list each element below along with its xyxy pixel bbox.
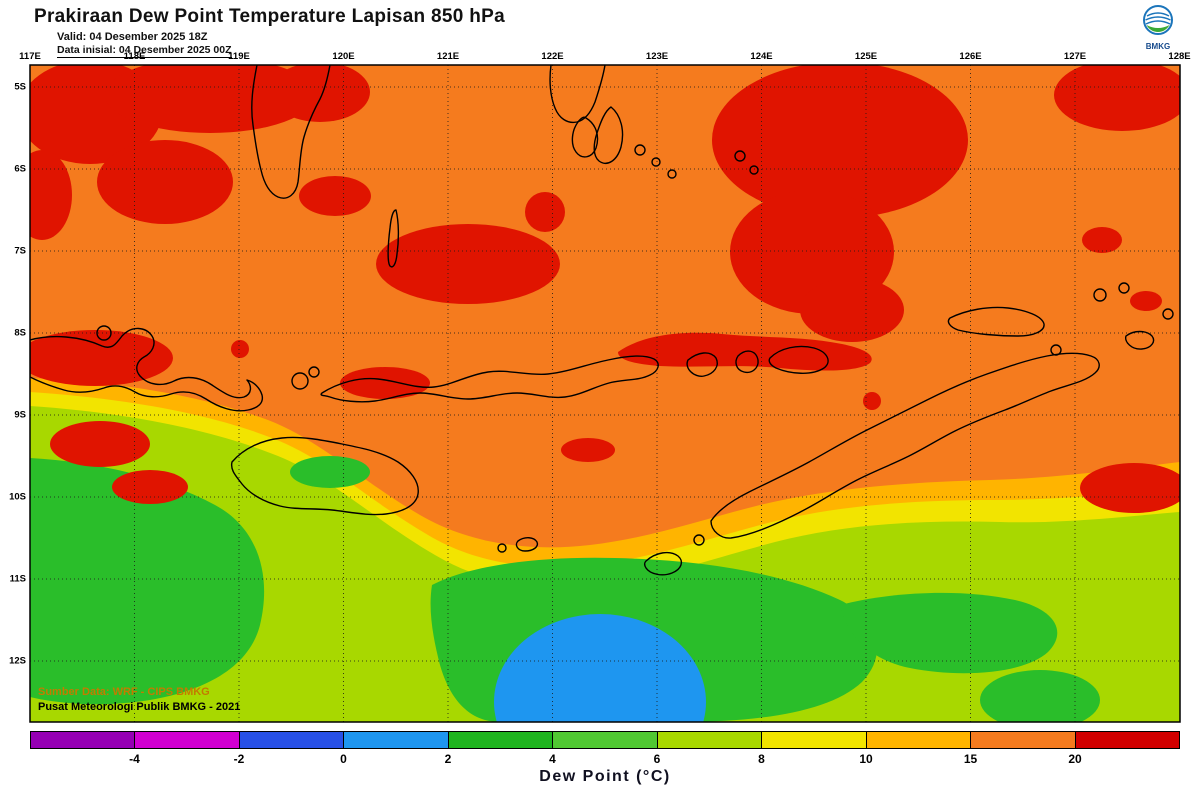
lon-label: 127E xyxy=(1063,51,1087,62)
colorbar-tick-label: 6 xyxy=(653,752,661,766)
coast-selayar xyxy=(387,209,400,268)
colorbar-tick-label: -2 xyxy=(233,752,245,766)
lon-label: 122E xyxy=(541,51,564,62)
colorbar-tick-label: 8 xyxy=(758,752,765,766)
coast-alor xyxy=(768,345,829,374)
coast-islet xyxy=(634,144,646,156)
colorbar-segment xyxy=(344,732,449,748)
coast-timor xyxy=(710,352,1100,539)
coast-kisar xyxy=(1050,344,1062,356)
coast-islet xyxy=(1162,308,1174,320)
lon-label: 126E xyxy=(959,51,982,62)
colorbar-tick-label: 15 xyxy=(963,752,978,766)
colorbar-tick-label: 10 xyxy=(859,752,873,766)
grid-lines xyxy=(30,65,1180,722)
coastlines xyxy=(30,65,1174,576)
coast-islet xyxy=(734,150,746,162)
page-title: Prakiraan Dew Point Temperature Lapisan … xyxy=(34,6,505,27)
colorbar xyxy=(30,731,1180,749)
lon-label: 121E xyxy=(436,51,460,62)
colorbar-tick-label: -4 xyxy=(129,752,140,766)
lon-label: 120E xyxy=(332,51,355,62)
colorbar-segment xyxy=(239,732,345,748)
lon-label: 124E xyxy=(750,51,773,62)
colorbar-segment xyxy=(31,732,136,748)
init-time-label: Data inisial: 04 Desember 2025 00Z xyxy=(57,44,232,58)
coast-buton xyxy=(593,106,624,165)
map-border xyxy=(29,64,1181,723)
coast-islet xyxy=(1118,282,1130,294)
coast-lembata xyxy=(686,352,718,377)
coast-babar xyxy=(1125,330,1155,350)
coast-wetar xyxy=(947,306,1045,337)
lon-label: 125E xyxy=(854,51,878,62)
coast-raijua xyxy=(497,543,507,553)
lon-label: 128E xyxy=(1168,51,1191,62)
colorbar-caption: Dew Point (°C) xyxy=(539,768,671,785)
lat-label: 5S xyxy=(14,81,26,93)
lon-label: 118E xyxy=(123,51,146,62)
lat-label: 8S xyxy=(14,327,26,339)
coast-semau xyxy=(693,534,705,546)
colorbar-tick-label: 4 xyxy=(549,752,556,766)
colorbar-tick-label: 2 xyxy=(444,752,452,766)
coast-sumba xyxy=(230,436,419,516)
lat-label: 12S xyxy=(9,655,26,667)
coast-savu xyxy=(515,537,539,552)
lon-label: 119E xyxy=(228,51,250,62)
colorbar-tick-label: 20 xyxy=(1068,752,1082,766)
bmkg-logo-label: BMKG xyxy=(1145,42,1171,51)
coast-islet xyxy=(651,157,661,167)
lat-label: 9S xyxy=(14,409,26,421)
coast-islet xyxy=(667,169,677,179)
coast-komodo xyxy=(291,372,309,390)
data-source-credit: Sumber Data: WRF - CIPS BMKG xyxy=(38,686,210,698)
lat-label: 6S xyxy=(14,163,26,175)
colorbar-segment xyxy=(971,732,1076,748)
lon-label: 117E xyxy=(19,51,41,62)
coast-rinca xyxy=(308,366,320,378)
colorbar-segment xyxy=(657,732,763,748)
coast-muna xyxy=(571,116,599,158)
red-regions xyxy=(30,65,1180,513)
valid-time-label: Valid: 04 Desember 2025 18Z xyxy=(57,31,208,43)
bmkg-logo: BMKG xyxy=(1138,3,1178,51)
bmkg-logo-icon xyxy=(1143,5,1173,35)
colorbar-segment xyxy=(448,732,554,748)
colorbar-tick-label: 0 xyxy=(340,752,347,766)
lat-label: 7S xyxy=(14,245,26,257)
publisher-credit: Pusat Meteorologi Publik BMKG - 2021 xyxy=(38,701,241,713)
coast-flores xyxy=(320,355,659,403)
colorbar-segment xyxy=(135,732,240,748)
coast-islet xyxy=(749,165,759,175)
colorbar-segment xyxy=(1075,732,1179,748)
coast-rote xyxy=(643,551,683,576)
colorbar-segment xyxy=(866,732,972,748)
colorbar-segment xyxy=(553,732,658,748)
colorbar-segment xyxy=(762,732,867,748)
lat-label: 10S xyxy=(9,491,26,503)
coast-moyo xyxy=(96,325,112,341)
coast-sumbawa xyxy=(30,327,264,412)
lon-label: 123E xyxy=(645,51,669,62)
coast-islet xyxy=(1093,288,1107,302)
coast-sulawesi-southeast xyxy=(549,65,606,124)
coast-sulawesi-southwest xyxy=(251,65,331,199)
blue-region xyxy=(494,614,706,722)
lat-label: 11S xyxy=(9,573,26,585)
coast-pantar xyxy=(735,350,759,374)
